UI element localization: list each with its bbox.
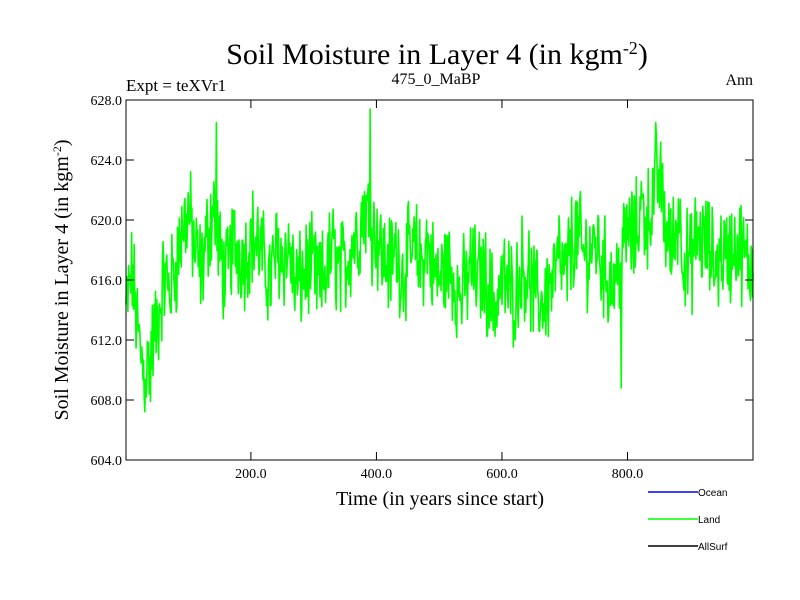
land-series-group: [125, 108, 754, 413]
y-tick-label: 604.0: [91, 454, 123, 469]
y-tick-label: 616.0: [91, 274, 123, 289]
x-tick-label: 200.0: [235, 467, 267, 482]
series-line-land: [125, 108, 754, 413]
y-tick-label: 608.0: [91, 394, 123, 409]
x-axis-label: Time (in years since start): [336, 488, 544, 510]
y-tick-label: 624.0: [91, 154, 123, 169]
legend: Ocean Land AllSurf: [648, 488, 728, 553]
experiment-label: Expt = teXVr1: [126, 76, 226, 95]
legend-ocean-label: Ocean: [698, 488, 727, 499]
legend-allsurf-label: AllSurf: [698, 542, 728, 553]
season-label: Ann: [725, 72, 753, 89]
x-tick-label: 400.0: [361, 467, 393, 482]
y-tick-label: 628.0: [91, 94, 123, 109]
axis-ticks: 604.0 608.0 612.0 616.0 620.0 624.0 628.0 200.0…: [91, 94, 753, 482]
chart-title: Soil Moisture in Layer 4 (in kgm-2): [226, 38, 648, 71]
period-label: 475_0_MaBP: [392, 71, 481, 88]
x-tick-label: 600.0: [486, 467, 518, 482]
x-tick-label: 800.0: [612, 467, 644, 482]
legend-land-label: Land: [698, 515, 720, 526]
y-tick-label: 620.0: [91, 214, 123, 229]
y-axis-label: Soil Moisture in Layer 4 (in kgm-2): [50, 139, 73, 420]
y-tick-label: 612.0: [91, 334, 123, 349]
